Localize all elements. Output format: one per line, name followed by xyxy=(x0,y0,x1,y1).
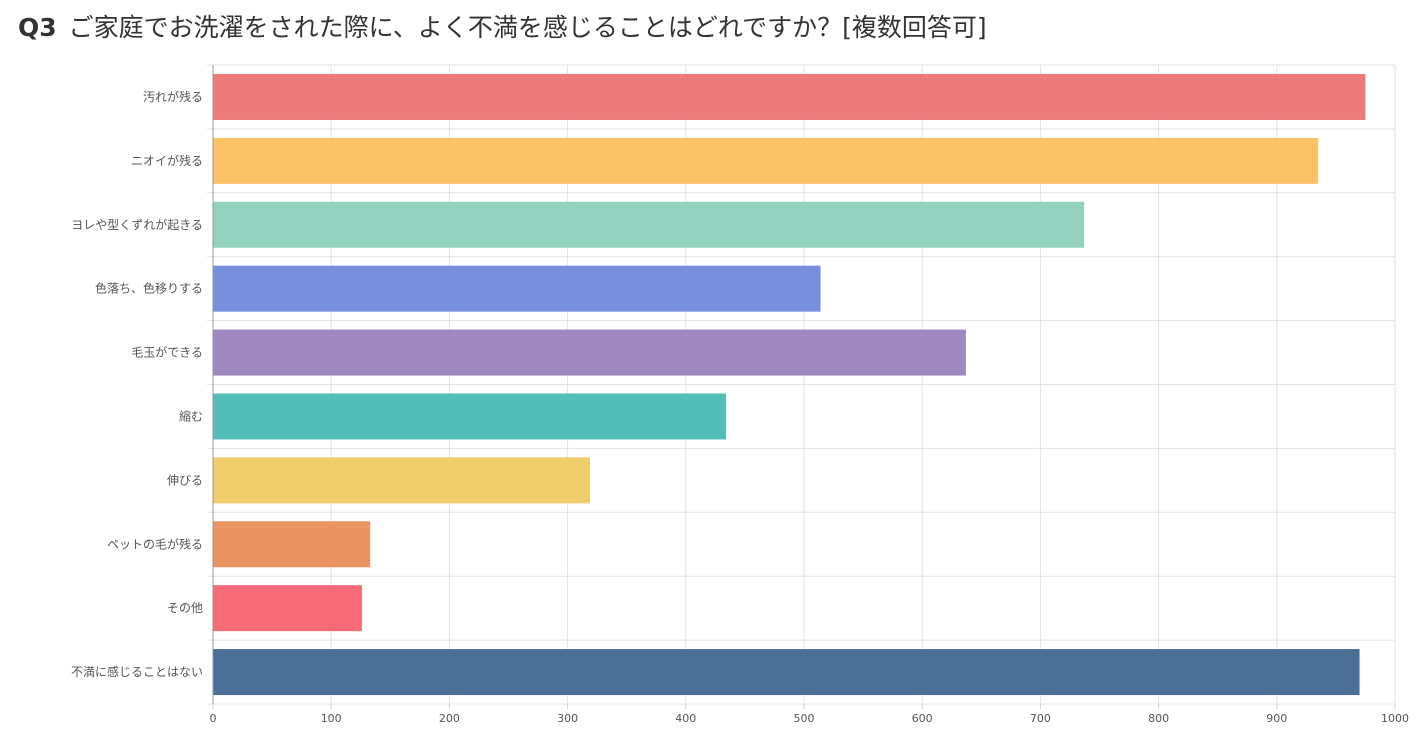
category-label: その他 xyxy=(167,601,203,615)
x-tick-label: 0 xyxy=(210,712,217,725)
category-label: 毛玉ができる xyxy=(131,345,203,360)
x-tick-label: 400 xyxy=(675,712,696,725)
bar xyxy=(213,521,371,568)
category-label: ニオイが残る xyxy=(131,153,203,168)
bar xyxy=(213,73,1366,120)
bar xyxy=(213,137,1319,184)
category-label: 不満に感じることはない xyxy=(71,664,203,679)
x-tick-label: 200 xyxy=(439,712,460,725)
question-text: ご家庭でお洗濯をされた際に、よく不満を感じることはどれですか？[複数回答可] xyxy=(68,13,987,42)
chart-title: Q3 ご家庭でお洗濯をされた際に、よく不満を感じることはどれですか？[複数回答可… xyxy=(18,8,987,48)
bar xyxy=(213,329,966,376)
x-tick-label: 300 xyxy=(557,712,578,725)
category-label: 色落ち、色移りする xyxy=(95,282,203,296)
x-tick-label: 900 xyxy=(1266,712,1287,725)
bar xyxy=(213,393,726,440)
x-tick-label: 800 xyxy=(1148,712,1169,725)
category-label: ペットの毛が残る xyxy=(107,536,203,551)
category-label: ヨレや型くずれが起きる xyxy=(71,217,203,232)
category-label: 汚れが残る xyxy=(143,89,203,104)
x-tick-label: 500 xyxy=(794,712,815,725)
bar xyxy=(213,265,821,312)
question-number: Q3 xyxy=(18,13,57,42)
x-tick-label: 1000 xyxy=(1381,712,1409,725)
bar xyxy=(213,649,1360,696)
category-label: 伸びる xyxy=(167,473,203,487)
bar xyxy=(213,585,362,632)
x-tick-label: 600 xyxy=(912,712,933,725)
bar xyxy=(213,457,591,504)
x-tick-label: 100 xyxy=(321,712,342,725)
x-tick-label: 700 xyxy=(1030,712,1051,725)
category-label: 縮む xyxy=(179,408,203,423)
bar xyxy=(213,201,1085,248)
